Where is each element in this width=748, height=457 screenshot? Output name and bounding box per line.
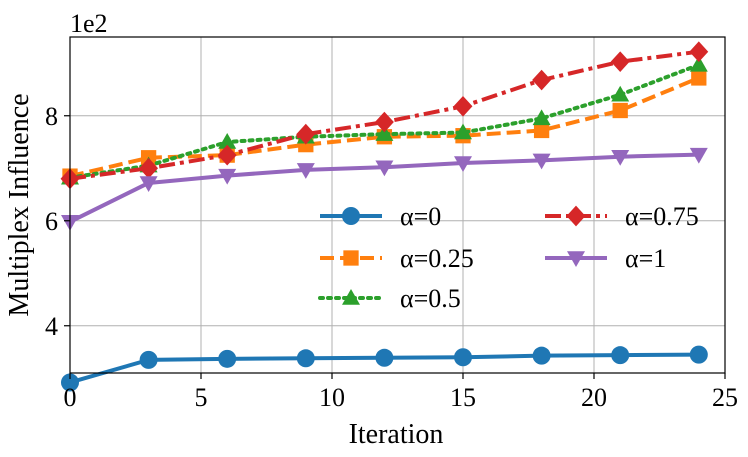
x-tick-label: 25	[712, 383, 738, 412]
series-0	[61, 345, 708, 392]
legend-label: α=0	[400, 202, 441, 231]
data-point	[689, 345, 708, 364]
data-point	[532, 109, 551, 126]
data-point	[454, 156, 472, 172]
legend-marker	[342, 289, 360, 305]
data-point	[296, 163, 315, 179]
data-point	[689, 41, 709, 63]
data-point	[139, 350, 158, 369]
legend-marker	[567, 251, 585, 267]
data-point	[139, 176, 158, 192]
data-point	[610, 51, 630, 73]
x-tick-label: 15	[450, 383, 476, 412]
data-point	[139, 157, 159, 179]
data-point	[532, 153, 551, 170]
legend-item: α=0.5	[318, 284, 461, 313]
data-point	[532, 69, 552, 91]
legend-label: α=1	[625, 244, 666, 273]
series-line	[69, 49, 700, 181]
legend-marker	[343, 250, 359, 266]
x-axis-title: Iteration	[349, 419, 444, 450]
data-point	[375, 348, 394, 367]
legend-item: α=0.75	[545, 202, 699, 231]
x-tick-label: 20	[581, 383, 607, 412]
data-point	[691, 70, 707, 86]
data-point	[375, 125, 394, 141]
y-axis-title: Multiplex Influence	[4, 93, 35, 316]
legend-marker	[342, 207, 360, 225]
data-point	[217, 144, 237, 166]
data-point	[453, 95, 473, 117]
data-point	[296, 123, 316, 145]
data-point	[532, 346, 551, 365]
y-tick-label: 6	[45, 207, 58, 236]
data-point	[218, 349, 237, 368]
data-point	[533, 122, 550, 139]
data-point	[454, 348, 472, 367]
legend-item: α=0	[320, 202, 441, 231]
data-point	[611, 346, 630, 365]
series-4	[61, 147, 708, 231]
legend-item: α=0.25	[320, 244, 474, 273]
data-point	[612, 102, 628, 119]
data-point	[611, 85, 630, 102]
y-axis-ticks: 4 6 8	[45, 102, 70, 341]
data-point	[218, 168, 237, 185]
x-tick-label: 5	[195, 383, 208, 412]
legend-item: α=1	[545, 244, 666, 273]
legend-marker	[566, 205, 586, 227]
legend-label: α=0.5	[400, 284, 461, 313]
data-point	[611, 149, 630, 166]
data-point	[454, 123, 472, 140]
x-tick-label: 0	[64, 383, 77, 412]
legend: α=0 α=0.25 α=0.5 α=0.75 α=1	[318, 202, 699, 313]
data-point	[375, 160, 394, 177]
plot-frame	[69, 36, 726, 374]
legend-label: α=0.25	[400, 244, 474, 273]
data-point	[689, 55, 708, 72]
data-point	[689, 147, 708, 164]
series-layer	[60, 41, 709, 392]
data-point	[296, 349, 315, 368]
data-point	[61, 373, 79, 392]
y-tick-label: 4	[45, 312, 58, 341]
y-tick-label: 8	[45, 102, 58, 131]
y-offset-label: 1e2	[70, 9, 108, 38]
x-tick-label: 10	[319, 383, 345, 412]
data-point	[218, 133, 237, 149]
data-point	[374, 111, 394, 133]
x-axis-ticks: 0 5 10 15 20 25	[64, 373, 738, 412]
legend-label: α=0.75	[625, 202, 699, 231]
